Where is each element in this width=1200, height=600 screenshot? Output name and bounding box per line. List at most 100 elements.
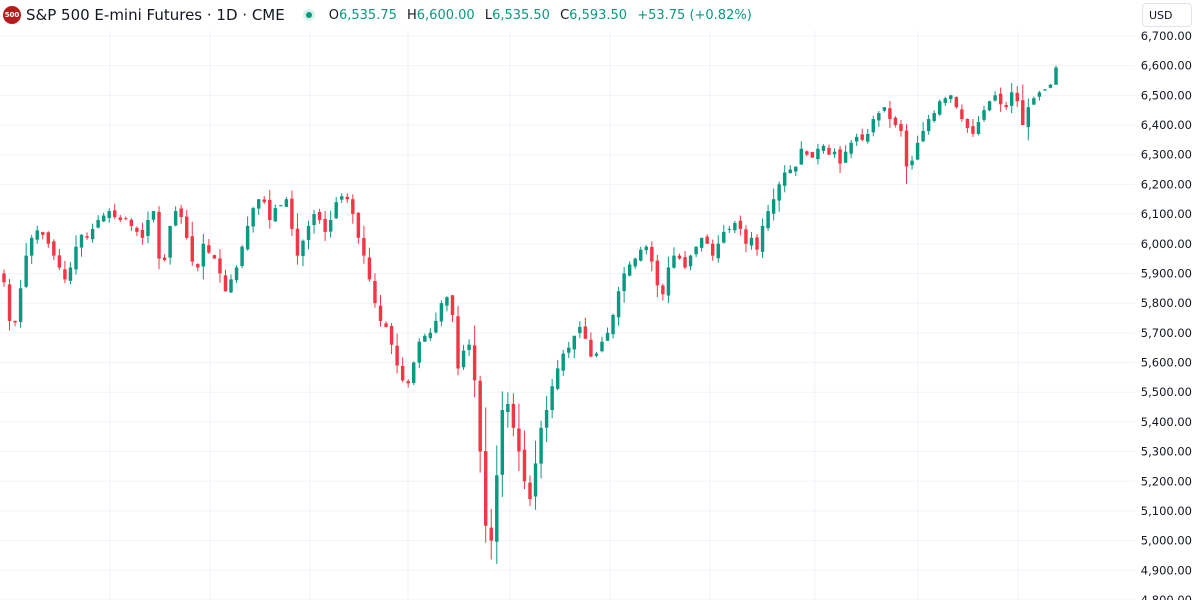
- candle-body: [29, 237, 34, 256]
- currency-selector[interactable]: USD: [1142, 3, 1192, 27]
- candle: [207, 239, 211, 254]
- candle: [683, 251, 687, 270]
- candle: [461, 344, 466, 370]
- candle: [63, 260, 67, 284]
- candle: [356, 212, 361, 244]
- candle-body: [245, 225, 250, 250]
- candle-body: [788, 169, 792, 174]
- candle: [52, 239, 56, 261]
- candle-body: [805, 151, 809, 155]
- candle: [340, 193, 344, 204]
- symbol-logo[interactable]: 500: [3, 6, 21, 24]
- candle-body: [744, 229, 748, 244]
- y-tick-label: 6,600.00: [1141, 59, 1192, 73]
- candle: [24, 243, 28, 289]
- candle-body: [24, 255, 28, 287]
- candle: [157, 206, 161, 270]
- candle: [68, 261, 73, 285]
- candle-body: [1026, 107, 1031, 128]
- candle-body: [345, 196, 350, 200]
- y-tick-label: 5,500.00: [1141, 385, 1192, 399]
- candle-body: [362, 237, 366, 256]
- candle: [317, 208, 322, 224]
- candle-body: [323, 218, 327, 232]
- candle-body: [949, 95, 953, 100]
- candle-body: [578, 326, 582, 334]
- market-status-icon[interactable]: [302, 9, 315, 21]
- candle-body: [79, 234, 84, 248]
- candle-body: [384, 323, 388, 327]
- candle: [871, 115, 876, 137]
- candle: [472, 325, 477, 398]
- candle-body: [500, 410, 505, 475]
- candle: [699, 237, 704, 252]
- candle-body: [290, 198, 294, 229]
- candle: [328, 210, 333, 238]
- candle: [201, 233, 206, 280]
- candle: [456, 305, 460, 376]
- candle: [506, 392, 510, 428]
- candle-body: [694, 246, 698, 255]
- y-tick-label: 6,400.00: [1141, 118, 1192, 132]
- candles: [2, 65, 1058, 564]
- candle: [616, 286, 621, 326]
- candle: [904, 124, 909, 185]
- candle-body: [782, 172, 787, 186]
- candle-body: [589, 339, 593, 357]
- candle: [284, 196, 289, 208]
- candle-body: [539, 427, 543, 464]
- price-axis: 4,800.00 4,900.00 5,000.00 5,100.00 5,200.00…: [1141, 29, 1192, 600]
- candle: [445, 296, 449, 312]
- candle-body: [162, 257, 167, 261]
- candle: [351, 194, 355, 224]
- candle: [251, 206, 255, 233]
- candle-body: [456, 316, 460, 369]
- low-label: L: [484, 7, 493, 23]
- candle-body: [18, 288, 23, 322]
- candle: [522, 430, 527, 490]
- symbol-title[interactable]: S&P 500 E-mini Futures · 1D · CME: [26, 6, 285, 24]
- candle-body: [63, 269, 67, 280]
- candle: [567, 341, 571, 358]
- candle: [960, 104, 964, 122]
- candle-body: [412, 362, 416, 383]
- candle-body: [832, 151, 837, 155]
- candle: [827, 144, 831, 155]
- candle-body: [650, 246, 654, 262]
- candle: [932, 110, 936, 123]
- candle-body: [234, 267, 239, 281]
- y-tick-label: 4,800.00: [1141, 593, 1192, 600]
- candle: [151, 210, 156, 223]
- candle: [899, 119, 903, 137]
- candle-body: [655, 260, 660, 286]
- candle-body: [268, 199, 272, 220]
- candle: [400, 357, 405, 383]
- ohlc-legend: O6,535.75 H6,600.00 L6,535.50 C6,593.50 …: [329, 8, 758, 23]
- candle: [816, 143, 820, 165]
- candle: [90, 223, 95, 243]
- candle-body: [987, 101, 992, 111]
- candle: [976, 116, 981, 136]
- candle-body: [921, 130, 925, 142]
- candle: [373, 273, 377, 308]
- candle: [738, 215, 743, 236]
- candle: [223, 269, 228, 292]
- candle-body: [279, 205, 283, 207]
- candle: [600, 336, 604, 353]
- candle: [428, 328, 433, 341]
- candle-body: [760, 225, 765, 252]
- candle: [517, 403, 521, 471]
- candle: [943, 96, 947, 106]
- candle: [212, 254, 217, 259]
- candle: [234, 265, 239, 284]
- candle: [129, 218, 134, 231]
- candle-body: [904, 130, 909, 167]
- y-tick-label: 5,700.00: [1141, 326, 1192, 340]
- candle: [782, 165, 787, 193]
- candle: [179, 204, 183, 224]
- candle: [528, 475, 532, 506]
- candle-body: [644, 246, 648, 251]
- candle: [838, 146, 842, 174]
- candle: [384, 321, 388, 328]
